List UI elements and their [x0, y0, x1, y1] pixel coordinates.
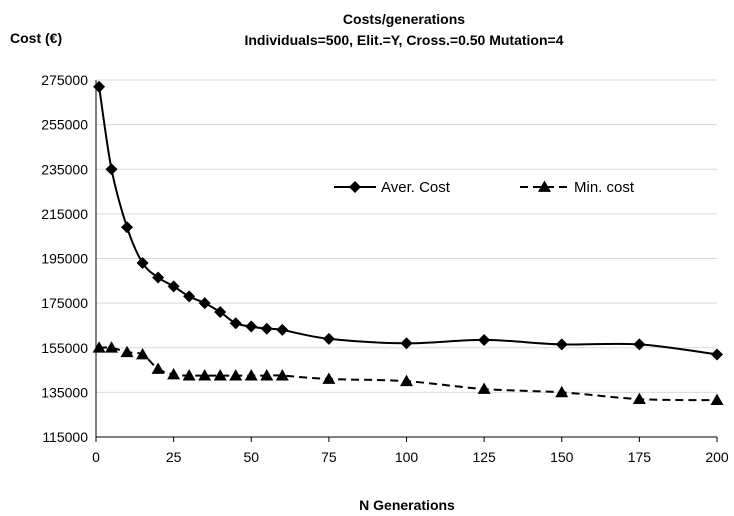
series-aver-cost [93, 80, 723, 361]
data-point-min-cost-25 [167, 368, 181, 380]
y-axis-title: Cost (€) [10, 30, 62, 46]
data-point-aver-cost-75 [322, 332, 335, 345]
data-point-min-cost-10 [120, 345, 134, 358]
legend-label-aver-cost: Aver. Cost [381, 179, 451, 196]
legend-marker-min-cost [538, 180, 551, 192]
x-tick-label-125: 125 [472, 449, 496, 465]
y-tick-label-175000: 175000 [41, 295, 88, 311]
x-tick-label-25: 25 [166, 449, 182, 465]
x-tick-label-100: 100 [395, 449, 419, 465]
data-point-aver-cost-35 [198, 297, 211, 310]
x-tick-label-75: 75 [321, 449, 337, 465]
data-point-aver-cost-10 [121, 221, 134, 234]
x-tick-label-200: 200 [705, 449, 729, 465]
data-point-min-cost-40 [213, 369, 227, 381]
data-point-min-cost-200 [710, 393, 724, 406]
series-line-aver-cost [98, 86, 718, 356]
data-point-aver-cost-60 [276, 323, 289, 336]
y-tick-labels: 115000 135000 155000 175000 195000 215000 2350… [41, 72, 88, 445]
legend: Aver. Cost Min. cost [334, 179, 635, 196]
data-point-min-cost-1 [92, 341, 106, 353]
data-point-aver-cost-20 [152, 271, 165, 284]
data-point-min-cost-50 [244, 369, 258, 381]
data-point-min-cost-75 [322, 372, 336, 384]
data-point-aver-cost-175 [633, 338, 646, 351]
chart-subtitle: Individuals=500, Elit.=Y, Cross.=0.50 Mu… [244, 32, 563, 48]
data-point-aver-cost-40 [214, 306, 227, 319]
y-tick-label-115000: 115000 [42, 429, 88, 445]
y-tick-label-255000: 255000 [41, 117, 88, 133]
x-tick-label-50: 50 [243, 449, 259, 465]
data-point-aver-cost-5 [105, 163, 118, 176]
y-tick-label-235000: 235000 [41, 161, 88, 177]
legend-marker-aver-cost [349, 181, 361, 193]
data-point-aver-cost-125 [478, 333, 491, 346]
data-point-aver-cost-45 [229, 317, 242, 330]
data-point-aver-cost-150 [555, 338, 568, 351]
data-point-min-cost-55 [260, 369, 274, 381]
x-axis-title: N Generations [359, 497, 455, 513]
x-tick-label-175: 175 [628, 449, 652, 465]
y-tick-label-155000: 155000 [41, 340, 88, 356]
data-point-min-cost-20 [151, 362, 165, 374]
series-layer [92, 80, 724, 406]
data-point-aver-cost-30 [183, 290, 196, 303]
y-tick-label-135000: 135000 [41, 384, 88, 400]
data-point-min-cost-35 [198, 369, 212, 381]
data-point-min-cost-5 [105, 341, 119, 353]
y-tick-label-195000: 195000 [41, 251, 88, 267]
series-min-cost [92, 341, 724, 406]
axes [95, 80, 718, 442]
data-point-min-cost-100 [400, 374, 413, 387]
data-point-min-cost-175 [632, 392, 646, 404]
data-point-aver-cost-1 [93, 80, 106, 93]
data-point-min-cost-125 [477, 382, 491, 394]
legend-label-min-cost: Min. cost [574, 179, 635, 196]
data-point-min-cost-15 [136, 347, 150, 360]
x-tick-label-0: 0 [92, 449, 100, 465]
y-tick-label-215000: 215000 [41, 206, 88, 222]
data-point-aver-cost-200 [711, 348, 723, 361]
data-point-aver-cost-55 [260, 322, 273, 335]
data-point-min-cost-30 [182, 369, 196, 381]
data-point-aver-cost-15 [136, 256, 149, 269]
data-point-aver-cost-50 [245, 320, 258, 333]
x-tick-label-150: 150 [550, 449, 574, 465]
y-tick-label-275000: 275000 [41, 72, 88, 88]
data-point-aver-cost-100 [400, 337, 413, 350]
x-tick-labels: 0 25 50 75 100 125 150 175 200 [92, 449, 729, 465]
data-point-min-cost-45 [229, 369, 243, 381]
data-point-aver-cost-25 [167, 280, 180, 293]
data-point-min-cost-60 [275, 369, 289, 381]
data-point-min-cost-150 [555, 385, 569, 398]
chart-title: Costs/generations [343, 11, 465, 27]
